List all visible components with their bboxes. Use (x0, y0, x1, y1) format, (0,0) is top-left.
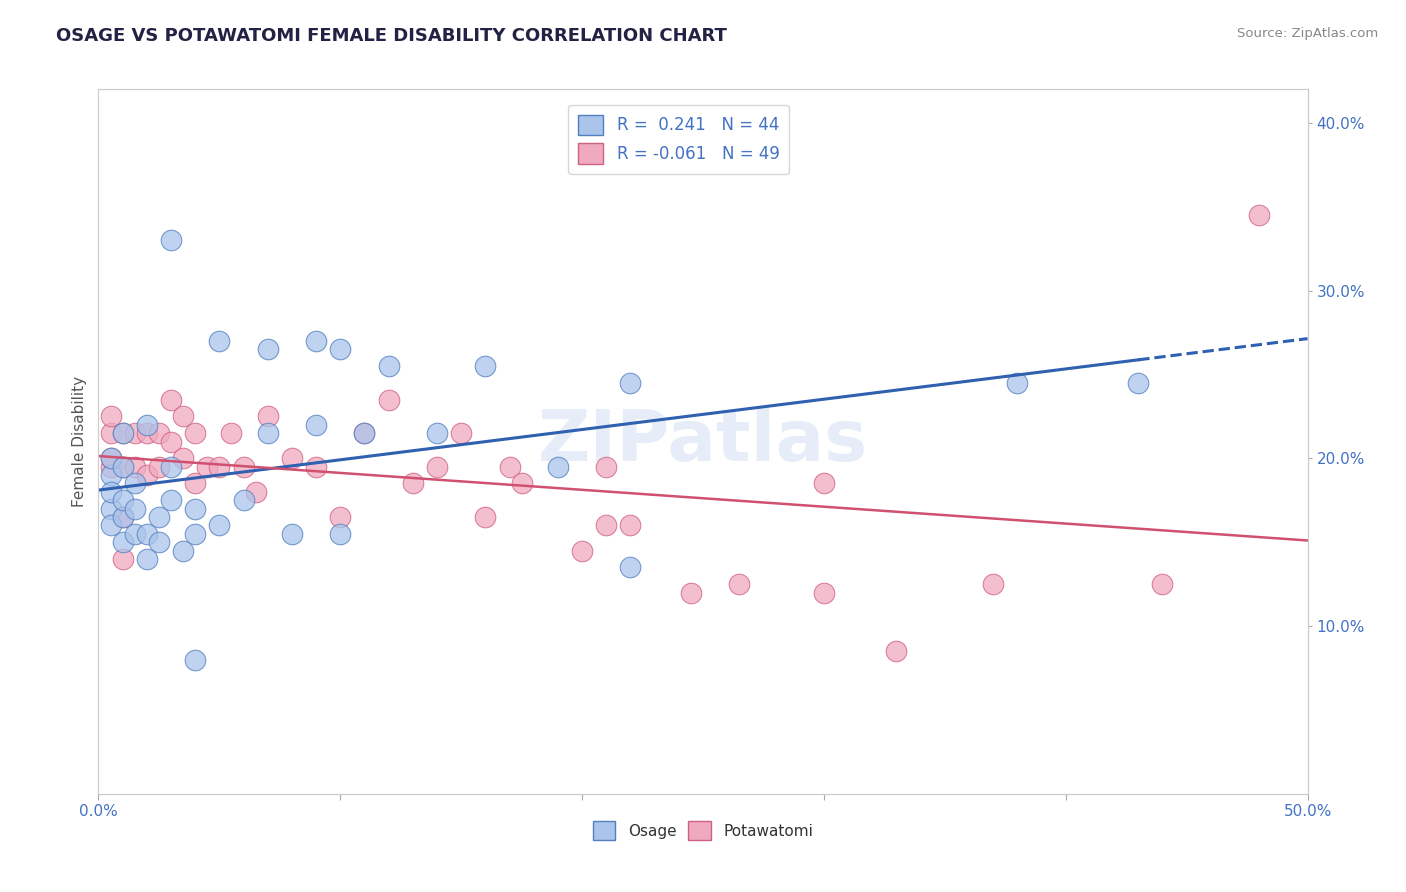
Point (474, 510, 496, 524)
Point (100, 426, 122, 441)
Point (111, 426, 134, 441)
Point (571, 543, 593, 558)
Point (547, 459, 569, 474)
Text: ZIPatlas: ZIPatlas (538, 407, 868, 476)
Point (148, 510, 170, 524)
Point (981, 577, 1004, 591)
Point (813, 476, 835, 491)
Point (172, 451, 194, 466)
Point (679, 585, 702, 599)
Point (305, 459, 328, 474)
Point (450, 426, 472, 441)
Point (100, 468, 122, 483)
Point (135, 468, 157, 483)
Point (100, 484, 122, 499)
Point (124, 476, 146, 491)
Point (1007, 376, 1029, 390)
Point (619, 560, 641, 574)
Point (172, 543, 194, 558)
Point (402, 476, 425, 491)
Point (148, 426, 170, 441)
Point (329, 526, 352, 541)
Point (813, 585, 835, 599)
Point (160, 493, 183, 508)
Point (124, 426, 146, 441)
Point (111, 493, 134, 508)
Point (256, 409, 278, 424)
Point (256, 343, 278, 357)
Point (281, 451, 304, 466)
Point (124, 501, 146, 516)
Point (100, 459, 122, 474)
Point (886, 644, 908, 658)
Point (184, 526, 207, 541)
Point (329, 343, 352, 357)
Point (232, 459, 254, 474)
Point (172, 409, 194, 424)
Point (510, 476, 533, 491)
Point (474, 359, 496, 373)
Point (498, 459, 520, 474)
Point (111, 426, 134, 441)
Point (148, 459, 170, 474)
Point (160, 392, 183, 407)
Legend: Osage, Potawatomi: Osage, Potawatomi (586, 815, 820, 847)
Point (111, 510, 134, 524)
Point (135, 552, 157, 566)
Point (305, 417, 328, 432)
Point (135, 526, 157, 541)
Point (1128, 376, 1150, 390)
Point (329, 510, 352, 524)
Point (426, 426, 449, 441)
Point (256, 426, 278, 441)
Point (124, 526, 146, 541)
Point (111, 459, 134, 474)
Point (135, 426, 157, 441)
Point (184, 501, 207, 516)
Y-axis label: Female Disability: Female Disability (72, 376, 87, 508)
Point (111, 552, 134, 566)
Point (377, 359, 399, 373)
Point (160, 434, 183, 449)
Point (208, 334, 231, 348)
Point (135, 417, 157, 432)
Point (100, 451, 122, 466)
Point (595, 518, 617, 533)
Point (1152, 577, 1174, 591)
Point (111, 510, 134, 524)
Text: OSAGE VS POTAWATOMI FEMALE DISABILITY CORRELATION CHART: OSAGE VS POTAWATOMI FEMALE DISABILITY CO… (56, 27, 727, 45)
Point (1249, 208, 1271, 222)
Point (595, 459, 617, 474)
Point (100, 518, 122, 533)
Point (184, 426, 207, 441)
Point (353, 426, 375, 441)
Point (619, 518, 641, 533)
Point (728, 577, 751, 591)
Point (100, 409, 122, 424)
Point (208, 518, 231, 533)
Point (232, 493, 254, 508)
Point (124, 459, 146, 474)
Point (619, 376, 641, 390)
Point (160, 233, 183, 247)
Point (160, 459, 183, 474)
Point (353, 426, 375, 441)
Point (100, 451, 122, 466)
Text: Source: ZipAtlas.com: Source: ZipAtlas.com (1237, 27, 1378, 40)
Point (111, 535, 134, 549)
Point (148, 535, 170, 549)
Point (208, 459, 231, 474)
Point (111, 459, 134, 474)
Point (184, 476, 207, 491)
Point (426, 459, 449, 474)
Point (195, 459, 218, 474)
Point (245, 484, 267, 499)
Point (100, 501, 122, 516)
Point (281, 526, 304, 541)
Point (184, 653, 207, 667)
Point (221, 426, 243, 441)
Point (305, 334, 328, 348)
Point (377, 392, 399, 407)
